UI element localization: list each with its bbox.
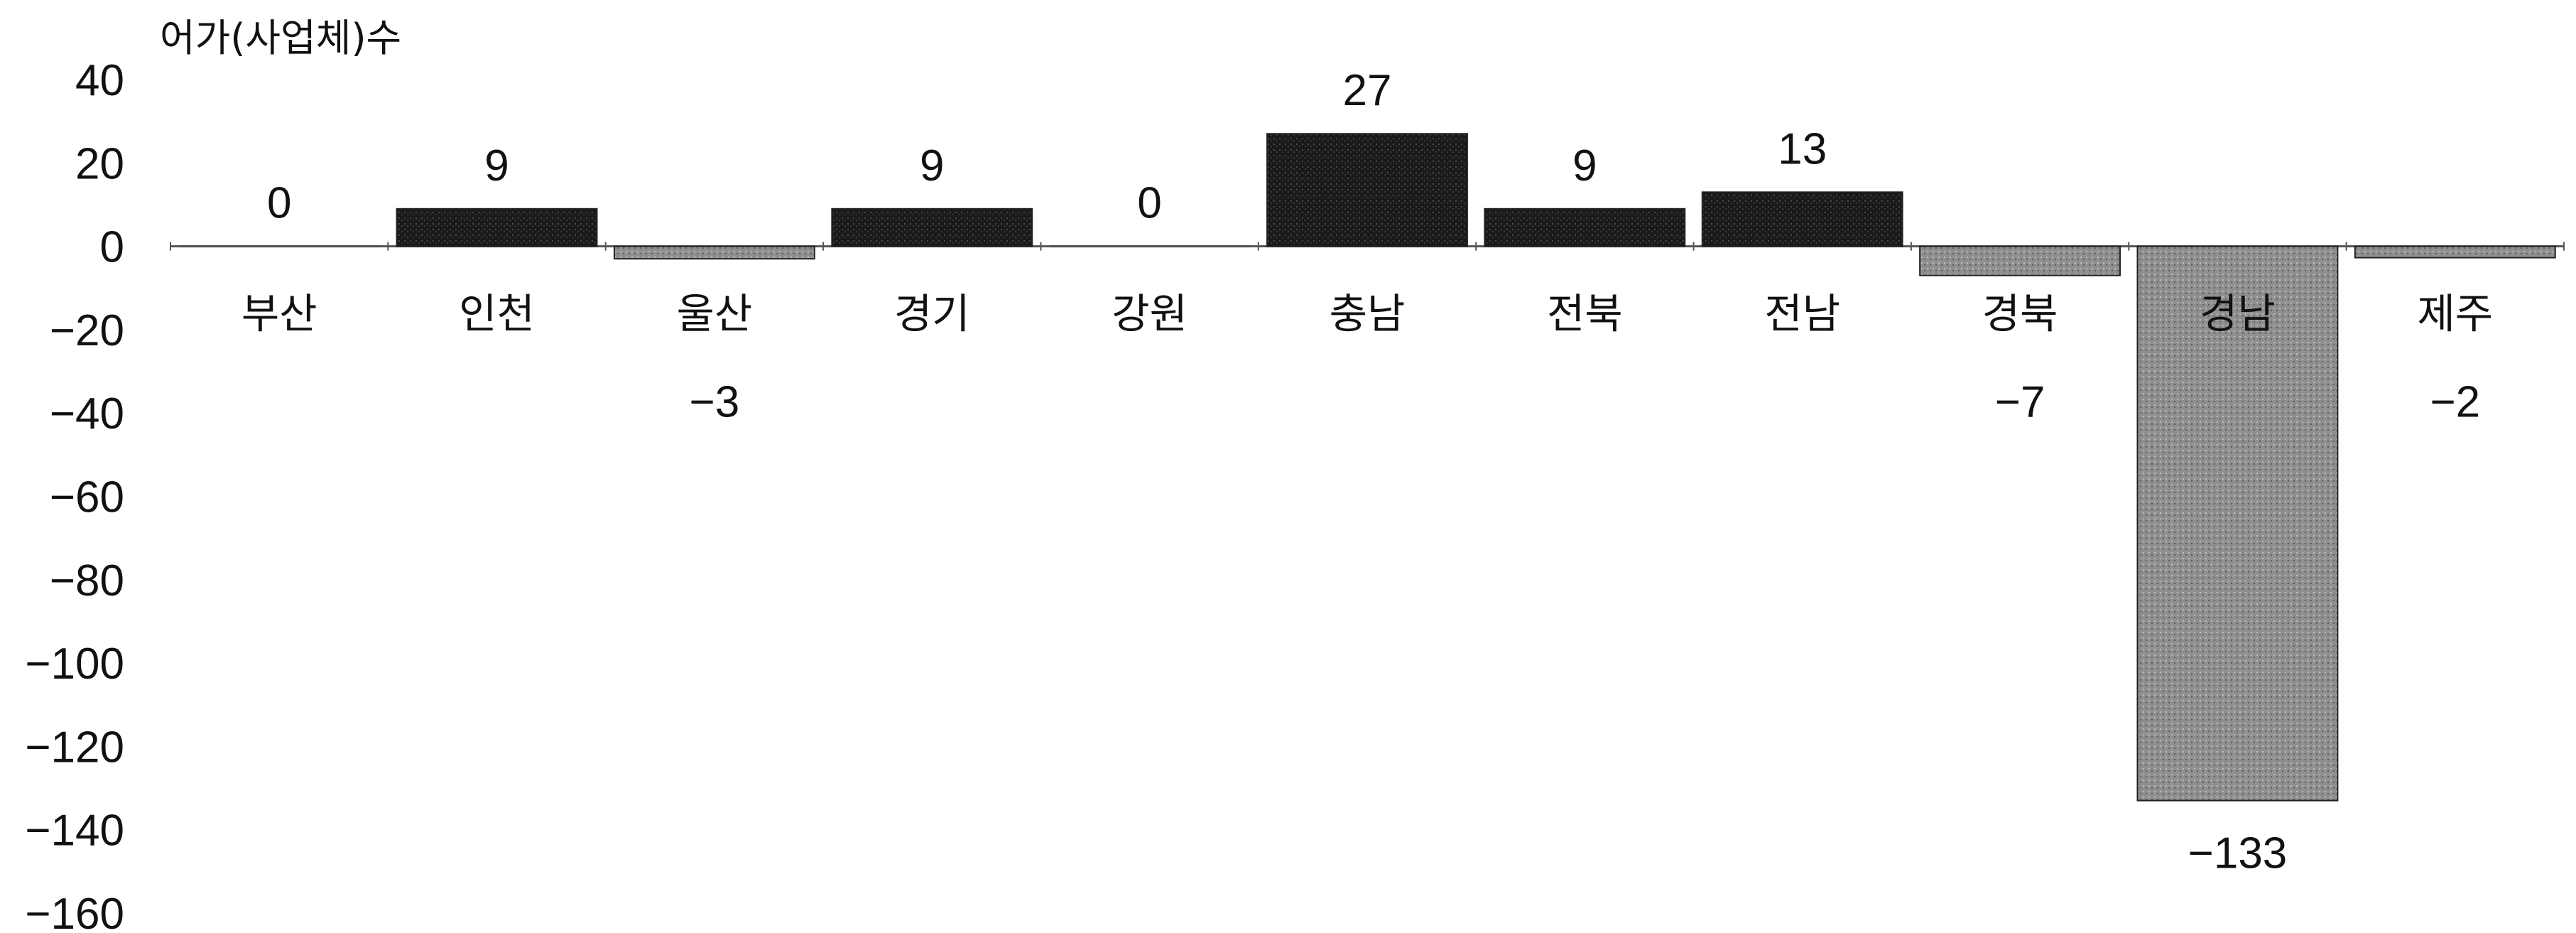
- category-label: 부산: [241, 290, 317, 338]
- bar-경북: [1919, 245, 2121, 276]
- category-label: 경남: [2200, 290, 2276, 338]
- bar-인천: [396, 207, 598, 247]
- bar-경기: [831, 207, 1033, 247]
- value-label: 9: [484, 141, 509, 190]
- y-tick-label: 20: [75, 139, 124, 188]
- bar-전남: [1701, 191, 1903, 247]
- value-label: 27: [1343, 66, 1392, 115]
- y-axis-label: 어가(사업체)수: [160, 16, 401, 60]
- category-label: 경북: [1982, 290, 2058, 338]
- category-label: 제주: [2417, 290, 2493, 338]
- y-tick-label: −40: [50, 389, 124, 438]
- value-labels: 0 9 −3 9 0 27 9 13 −7 −133 −2: [267, 66, 2480, 878]
- category-label: 울산: [677, 290, 753, 338]
- bars: [179, 133, 2556, 802]
- category-label: 전남: [1764, 290, 1840, 338]
- value-label: 9: [920, 141, 944, 190]
- value-label: −3: [690, 378, 740, 427]
- value-label: 13: [1778, 124, 1827, 173]
- y-tick-label: −140: [25, 807, 124, 856]
- bar-울산: [613, 245, 815, 260]
- bar-부산: [179, 245, 380, 248]
- y-tick-label: 0: [100, 223, 124, 272]
- bar-경남: [2136, 245, 2339, 802]
- y-tick-label: −100: [25, 640, 124, 689]
- category-labels: 부산 인천 울산 경기 강원 충남 전북 전남 경북 경남 제주: [241, 290, 2493, 338]
- bar-전북: [1484, 207, 1686, 247]
- value-label: 0: [267, 179, 291, 228]
- y-tick-label: −20: [50, 306, 124, 355]
- category-label: 경기: [894, 290, 970, 338]
- y-tick-label: 40: [75, 56, 124, 105]
- category-label: 강원: [1112, 290, 1188, 338]
- y-tick-label: −60: [50, 473, 124, 522]
- y-tick-label: −160: [25, 890, 124, 933]
- category-label: 충남: [1330, 290, 1406, 338]
- bar-충남: [1266, 133, 1468, 247]
- y-axis-ticks: 40 20 0 −20 −40 −60 −80 −100 −120 −140 −160: [25, 56, 124, 933]
- y-tick-label: −120: [25, 723, 124, 772]
- y-tick-label: −80: [50, 556, 124, 605]
- category-label: 인천: [459, 290, 535, 338]
- value-label: −2: [2430, 378, 2480, 427]
- value-label: 0: [1137, 179, 1161, 228]
- value-label: −7: [1995, 378, 2045, 427]
- bar-강원: [1049, 245, 1250, 248]
- category-label: 전북: [1547, 290, 1623, 338]
- bar-제주: [2354, 245, 2556, 259]
- value-label: 9: [1572, 141, 1597, 190]
- value-label: −133: [2188, 829, 2288, 878]
